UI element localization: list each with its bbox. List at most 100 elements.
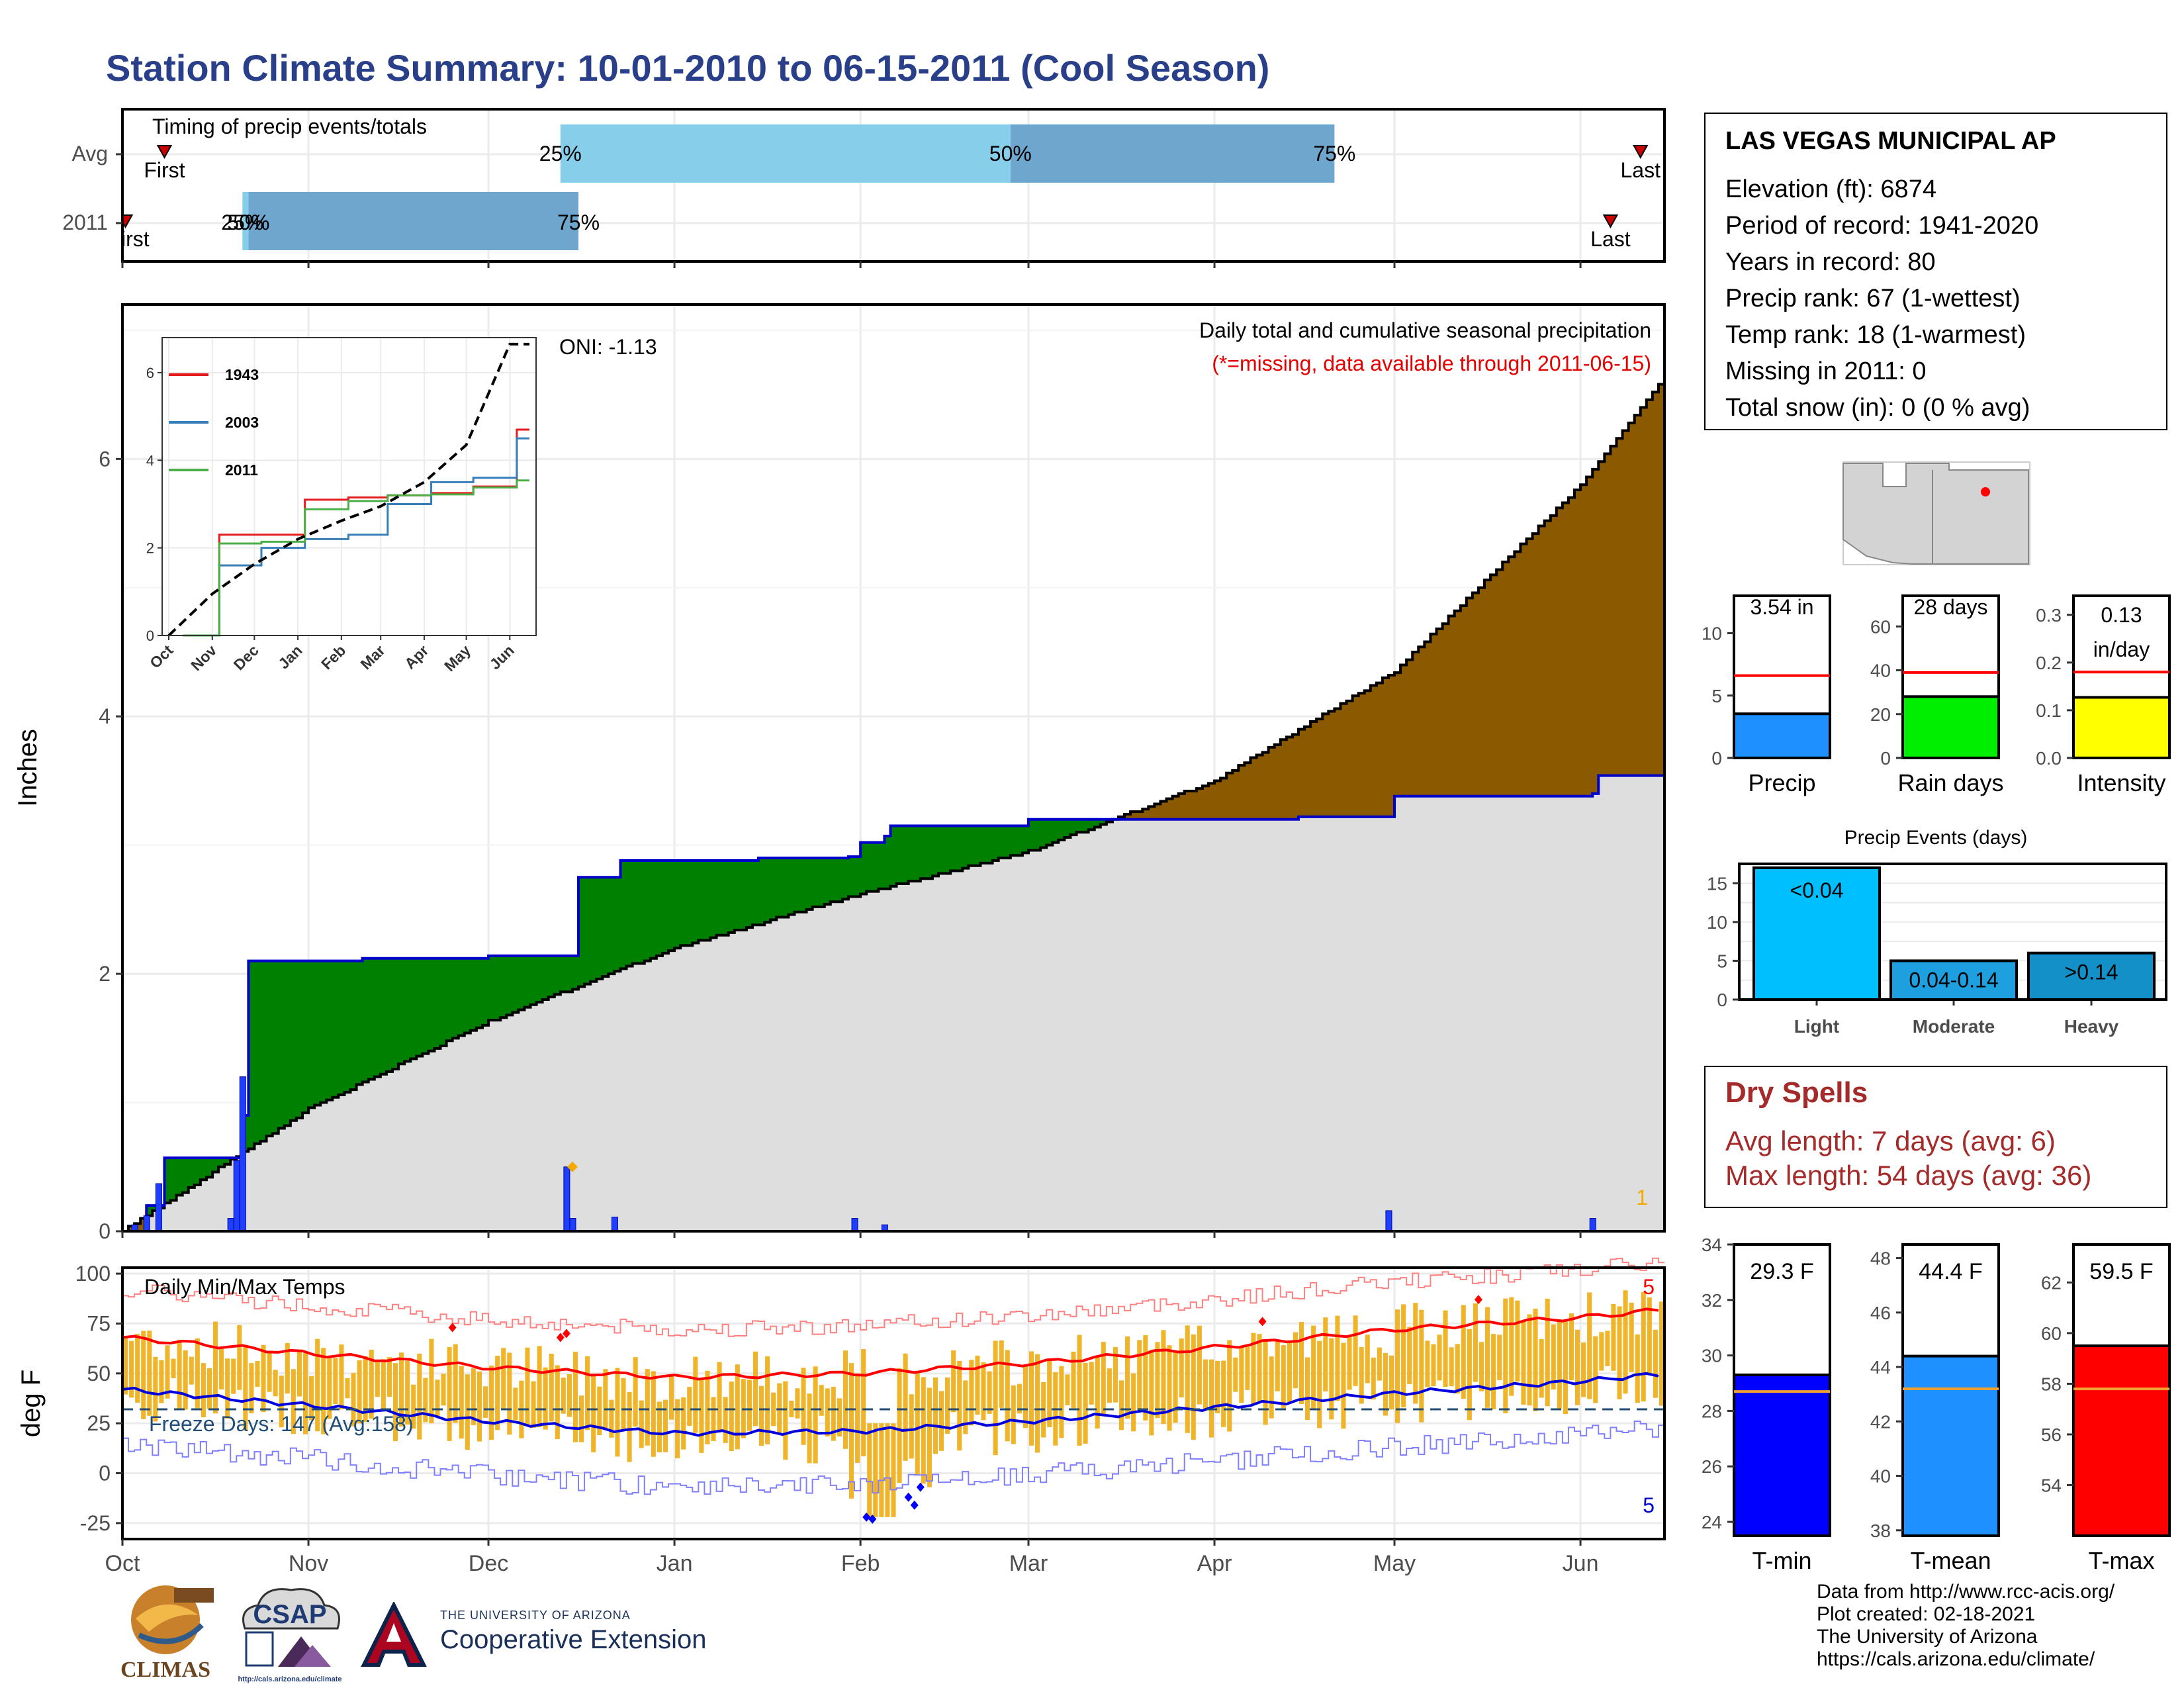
- daily-temp-range-bar: [669, 1376, 674, 1420]
- daily-temp-range-bar: [819, 1385, 824, 1416]
- avg-max-line: [122, 1307, 1659, 1381]
- summary-y-tick-label: 20: [1870, 704, 1891, 725]
- daily-temp-range-bar: [699, 1378, 704, 1453]
- daily-temp-range-bar: [837, 1398, 842, 1437]
- inset-border: [161, 337, 537, 636]
- daily-temp-range-bar: [1461, 1305, 1466, 1399]
- temp-summary-y-tick-label: 60: [2041, 1323, 2062, 1344]
- daily-temp-range-bar: [501, 1348, 506, 1409]
- daily-temp-range-bar: [1269, 1356, 1274, 1419]
- events-border: [1738, 863, 2167, 1001]
- daily-temp-range-bar: [1383, 1352, 1388, 1416]
- daily-temp-range-bar: [1311, 1325, 1316, 1409]
- daily-temp-range-bar: [255, 1360, 260, 1387]
- temp-panel-title: Daily Min/Max Temps: [144, 1275, 345, 1299]
- daily-temp-range-bar: [1113, 1346, 1118, 1403]
- daily-temp-range-bar: [921, 1377, 926, 1484]
- daily-temp-range-bar: [1347, 1335, 1352, 1390]
- daily-temp-range-bar: [147, 1331, 152, 1416]
- temp-summary-label: T-mean: [1910, 1547, 1991, 1574]
- y-tick-label: 2: [99, 962, 111, 986]
- daily-temp-range-bar: [1449, 1347, 1454, 1387]
- station-info-line: Total snow (in): 0 (0 % avg): [1725, 394, 2030, 422]
- daily-temp-range-bar: [1203, 1359, 1208, 1411]
- daily-temp-range-bar: [333, 1358, 338, 1405]
- month-label: Dec: [469, 1551, 508, 1576]
- station-location-dot: [1981, 487, 1990, 496]
- record-max-line: [122, 1257, 1664, 1337]
- credit-line: The University of Arizona: [1817, 1626, 2038, 1648]
- inset-y-tick-label: 6: [146, 365, 154, 381]
- daily-temp-range-bar: [411, 1384, 416, 1429]
- summary-value-label: 0.13: [2101, 603, 2142, 627]
- main-legend-title: Daily total and cumulative seasonal prec…: [1199, 318, 1651, 342]
- daily-temp-range-bar: [1563, 1319, 1568, 1415]
- daily-temp-range-bar: [621, 1378, 626, 1430]
- daily-temp-range-bar: [752, 1351, 758, 1427]
- daily-temp-range-bar: [1623, 1290, 1628, 1394]
- daily-temp-range-bar: [567, 1374, 572, 1417]
- temp-summary-y-tick-label: 34: [1702, 1235, 1722, 1255]
- daily-temp-range-bar: [1437, 1335, 1442, 1381]
- daily-temp-range-bar: [1527, 1314, 1532, 1406]
- daily-temp-range-bar: [1107, 1368, 1112, 1403]
- daily-temp-range-bar: [1353, 1315, 1358, 1386]
- daily-temp-range-bar: [717, 1362, 722, 1432]
- station-info-line: Elevation (ft): 6874: [1725, 175, 1936, 203]
- daily-precip-bar: [569, 1218, 576, 1232]
- daily-precip-bar: [227, 1218, 234, 1232]
- daily-temp-range-bar: [219, 1348, 224, 1389]
- events-y-tick-label: 15: [1707, 873, 1727, 894]
- daily-temp-range-bar: [1131, 1373, 1136, 1432]
- daily-temp-range-bar: [1017, 1383, 1022, 1414]
- daily-temp-range-bar: [1143, 1335, 1148, 1421]
- daily-temp-range-bar: [1515, 1300, 1520, 1382]
- station-info-line: Period of record: 1941-2020: [1725, 212, 2039, 240]
- event-bar-value: 0.04-0.14: [1909, 968, 1998, 992]
- event-bar: [2027, 951, 2156, 1001]
- summary-y-tick-label: 10: [1702, 624, 1722, 644]
- daily-temp-range-bar: [915, 1372, 920, 1475]
- daily-temp-range-bar: [1503, 1298, 1508, 1414]
- daily-temp-range-bar: [291, 1369, 296, 1434]
- temp-summary-y-tick-label: 44: [1870, 1357, 1891, 1378]
- daily-temp-range-bar: [1635, 1334, 1640, 1403]
- last-label: Last: [1590, 227, 1631, 251]
- record-high-marker: [562, 1329, 570, 1338]
- daily-temp-range-bar: [165, 1345, 170, 1399]
- ua-small-text: THE UNIVERSITY OF ARIZONA: [440, 1609, 631, 1622]
- daily-temp-range-bar: [705, 1370, 710, 1444]
- daily-temp-range-bar: [807, 1393, 812, 1464]
- daily-temp-range-bar: [1479, 1342, 1484, 1391]
- daily-temp-range-bar: [927, 1387, 932, 1487]
- daily-precip-bar: [143, 1215, 150, 1232]
- daily-precip-bar: [233, 1160, 240, 1232]
- daily-temp-range-bar: [1641, 1291, 1646, 1402]
- summary-y-tick-label: 60: [1870, 616, 1891, 637]
- last-label: Last: [1620, 158, 1661, 182]
- daily-temp-range-bar: [1095, 1357, 1100, 1429]
- temp-y-tick-label: 0: [99, 1462, 111, 1485]
- daily-temp-range-bar: [1335, 1315, 1340, 1401]
- daily-temp-range-bar: [1443, 1310, 1448, 1387]
- daily-temp-range-bar: [783, 1381, 788, 1460]
- summary-bar: [2072, 696, 2171, 760]
- daily-temp-range-bar: [1551, 1324, 1556, 1390]
- station-name: LAS VEGAS MUNICIPAL AP: [1725, 127, 2056, 155]
- dry-spells-box: Dry Spells Avg length: 7 days (avg: 6) M…: [1704, 1066, 2167, 1208]
- avg-25-50-bar: [560, 124, 1011, 183]
- daily-temp-range-bar: [1035, 1354, 1040, 1453]
- daily-temp-range-bar: [657, 1401, 662, 1452]
- daily-temp-range-bar: [123, 1338, 128, 1395]
- daily-temp-range-bar: [1317, 1340, 1322, 1429]
- above-average-area: [146, 819, 1113, 1216]
- temp-summary-value: 59.5 F: [2089, 1259, 2153, 1284]
- y2011-50-75-bar: [248, 192, 579, 250]
- temp-summary-y-tick-label: 26: [1702, 1456, 1722, 1477]
- daily-temp-range-bar: [675, 1399, 680, 1459]
- oni-label: ONI: -1.13: [559, 335, 657, 359]
- daily-temp-range-bar: [1023, 1365, 1028, 1429]
- inset-y-tick-label: 2: [146, 540, 154, 557]
- event-bar-label: Heavy: [2064, 1016, 2119, 1037]
- daily-temp-range-bar: [477, 1371, 482, 1442]
